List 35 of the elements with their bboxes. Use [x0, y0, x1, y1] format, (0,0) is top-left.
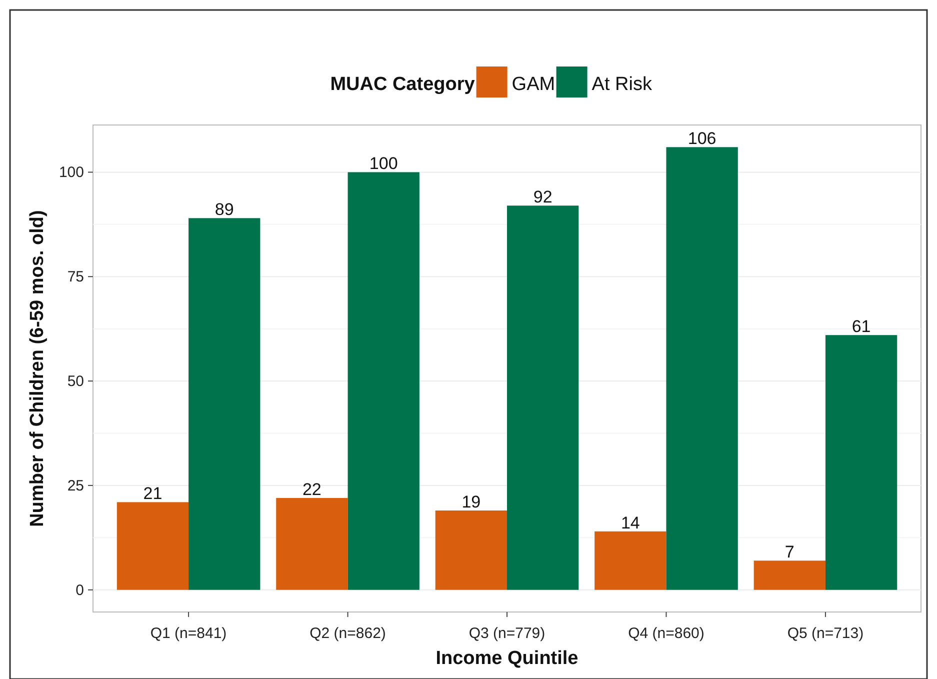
x-axis-title: Income Quintile: [436, 648, 578, 669]
bar: [666, 147, 738, 590]
y-axis-title: Number of Children (6-59 mos. old): [27, 210, 48, 527]
y-tick-label: 100: [58, 164, 84, 182]
legend-label: GAM: [512, 74, 556, 95]
x-tick-label: Q1 (n=841): [150, 625, 227, 642]
data-label: 21: [143, 484, 162, 504]
bar: [435, 510, 507, 590]
data-label: 100: [369, 154, 398, 174]
y-tick-label: 25: [67, 477, 84, 494]
data-label: 92: [533, 188, 552, 207]
bar: [188, 218, 260, 590]
data-label: 14: [620, 513, 640, 532]
bar: [754, 560, 826, 590]
x-tick-label: Q4 (n=860): [628, 625, 704, 642]
data-label: 19: [462, 492, 481, 512]
bar: [348, 172, 420, 590]
y-tick-label: 50: [67, 373, 84, 390]
data-label: 106: [688, 129, 716, 148]
x-tick-label: Q5 (n=713): [787, 625, 864, 642]
data-label: 61: [852, 317, 871, 336]
data-label: 22: [302, 480, 322, 499]
bar: [825, 335, 898, 590]
bar: [507, 206, 579, 590]
y-tick-label: 0: [76, 582, 84, 599]
bar: [276, 498, 348, 590]
x-tick-label: Q2 (n=862): [310, 625, 386, 642]
x-tick-label: Q3 (n=779): [468, 625, 546, 642]
data-label: 89: [214, 200, 234, 220]
y-tick-label: 75: [67, 268, 84, 286]
legend-label: At Risk: [592, 74, 652, 95]
legend-title: MUAC Category: [330, 74, 476, 95]
bar: [116, 502, 189, 590]
bar: [594, 531, 666, 590]
data-label: 7: [784, 542, 794, 562]
